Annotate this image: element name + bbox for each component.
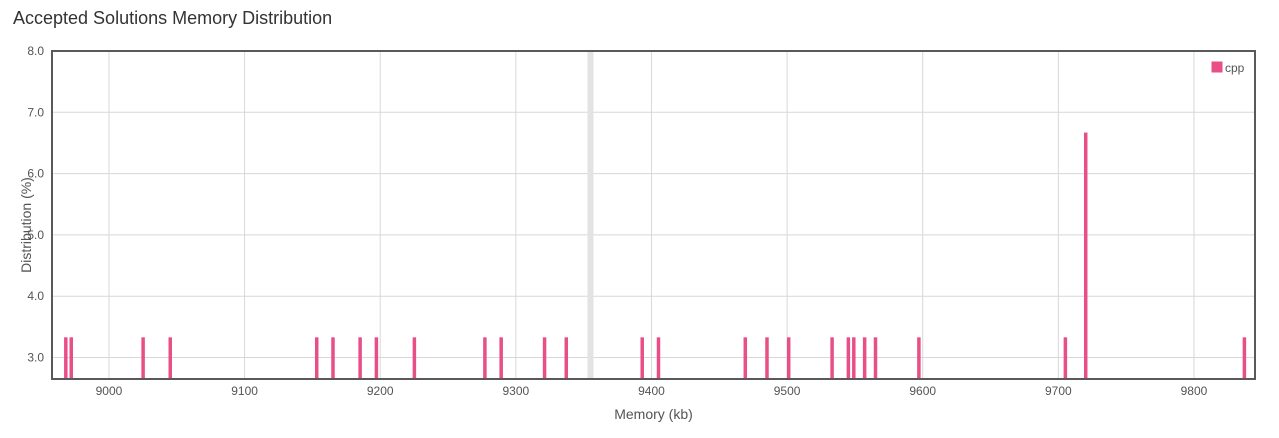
bar-cpp-9165[interactable]	[331, 337, 335, 379]
y-tick-label: 7.0	[27, 105, 44, 119]
y-tick-label: 8.0	[27, 44, 44, 58]
bar-cpp-9533[interactable]	[830, 337, 834, 379]
x-tick-label: 9500	[774, 384, 801, 398]
bar-cpp-9393[interactable]	[640, 337, 644, 379]
bar-cpp-9557[interactable]	[862, 337, 867, 379]
chart-title: Accepted Solutions Memory Distribution	[13, 8, 333, 28]
bar-cpp-9045[interactable]	[168, 337, 172, 379]
x-axis-title: Memory (kb)	[614, 406, 693, 422]
bar-cpp-9277[interactable]	[483, 337, 487, 379]
bar-cpp-9705[interactable]	[1063, 337, 1068, 379]
bar-cpp-9025[interactable]	[141, 337, 145, 379]
y-tick-label: 4.0	[27, 289, 44, 303]
bar-cpp-9837[interactable]	[1242, 337, 1247, 379]
plot-frame	[51, 50, 1256, 380]
bar-cpp-9485[interactable]	[765, 337, 769, 379]
bar-cpp-9153[interactable]	[314, 337, 319, 379]
bar-cpp-9545[interactable]	[846, 337, 851, 379]
legend[interactable]: cpp	[1210, 60, 1245, 75]
y-tick-label: 5.0	[27, 228, 44, 242]
y-tick-label: 6.0	[27, 167, 44, 181]
x-tick-label: 9000	[96, 384, 123, 398]
bar-cpp-9337[interactable]	[564, 337, 569, 379]
bar-cpp-8968[interactable]	[64, 337, 68, 379]
grid-layer	[52, 50, 1255, 379]
y-axis-title: Distribution (%)	[18, 177, 34, 273]
bar-cpp-9185[interactable]	[358, 337, 362, 379]
bar-cpp-9720[interactable]	[1083, 132, 1088, 379]
x-tick-label: 9700	[1045, 384, 1072, 398]
x-tick-label: 9800	[1181, 384, 1208, 398]
bar-cpp-9289[interactable]	[499, 337, 503, 379]
highlight-layer	[587, 51, 594, 379]
x-tick-label: 9400	[638, 384, 665, 398]
x-tick-labels: 9000 9100 9200 9300 9400 9500 9600 9700 9800	[96, 384, 1208, 398]
bars-layer	[64, 132, 1247, 379]
x-tick-label: 9600	[909, 384, 936, 398]
bar-cpp-9405[interactable]	[656, 337, 661, 379]
x-tick-label: 9200	[367, 384, 394, 398]
bar-cpp-9565[interactable]	[873, 337, 878, 379]
x-tick-label: 9100	[231, 384, 258, 398]
bar-cpp-9225[interactable]	[412, 337, 417, 379]
bar-cpp-9549[interactable]	[852, 337, 856, 379]
bar-cpp-9597[interactable]	[917, 337, 921, 379]
bar-cpp-9197[interactable]	[374, 337, 379, 379]
bar-cpp-9501[interactable]	[786, 337, 791, 379]
bar-cpp-9321[interactable]	[542, 337, 547, 379]
legend-swatch-cpp[interactable]	[1210, 60, 1224, 74]
legend-label-cpp[interactable]: cpp	[1225, 61, 1245, 75]
bar-cpp-9469[interactable]	[743, 337, 748, 379]
x-tick-label: 9300	[502, 384, 529, 398]
current-submission-highlight	[587, 51, 594, 379]
bar-cpp-8972[interactable]	[69, 337, 73, 379]
y-tick-labels: 3.0 4.0 5.0 6.0 7.0 8.0	[27, 44, 44, 365]
y-tick-label: 3.0	[27, 351, 44, 365]
